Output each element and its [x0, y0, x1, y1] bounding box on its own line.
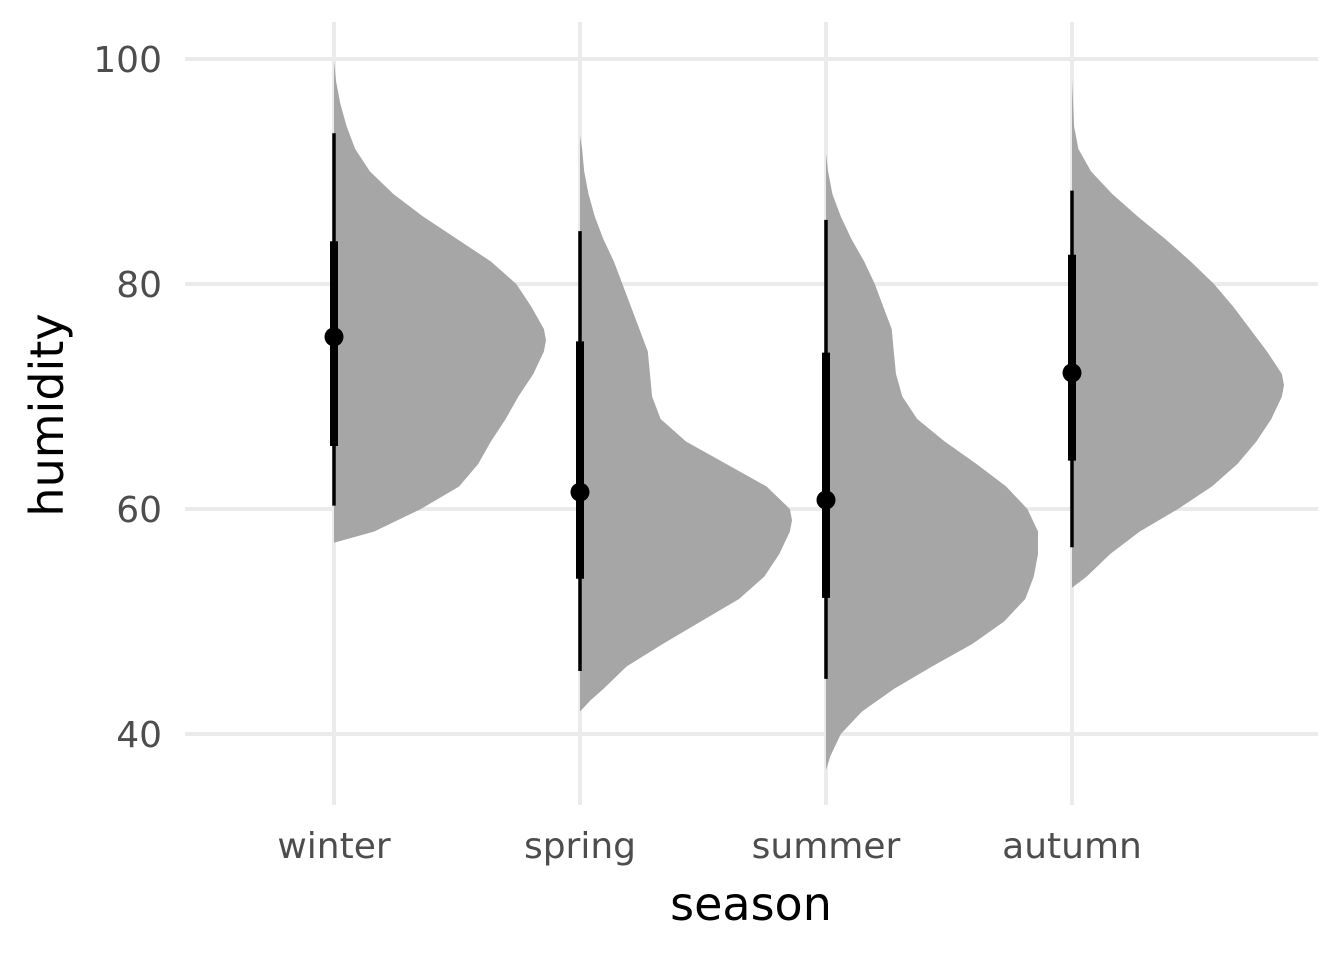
x-tick-label-summer: summer [752, 826, 901, 867]
density-winter [334, 61, 546, 543]
y-tick-labels: 40 60 80 100 [93, 40, 162, 756]
x-tick-label-winter: winter [277, 826, 391, 867]
x-tick-label-autumn: autumn [1002, 826, 1142, 867]
y-tick-label: 80 [116, 265, 162, 306]
x-tick-label-spring: spring [524, 826, 636, 867]
density-autumn [1072, 79, 1284, 588]
x-tick-labels: winter spring summer autumn [277, 826, 1142, 867]
interval-layer [324, 133, 1082, 679]
x-axis-title: season [670, 877, 832, 931]
median-point-autumn [1062, 363, 1082, 383]
median-point-summer [816, 490, 836, 510]
median-point-winter [324, 327, 344, 347]
y-axis-title: humidity [20, 313, 74, 516]
median-point-spring [570, 482, 590, 502]
density-summer [826, 153, 1038, 770]
density-layer [334, 61, 1284, 770]
y-tick-label: 100 [93, 40, 162, 81]
y-tick-label: 60 [116, 490, 162, 531]
y-tick-label: 40 [116, 715, 162, 756]
density-spring [580, 135, 792, 712]
